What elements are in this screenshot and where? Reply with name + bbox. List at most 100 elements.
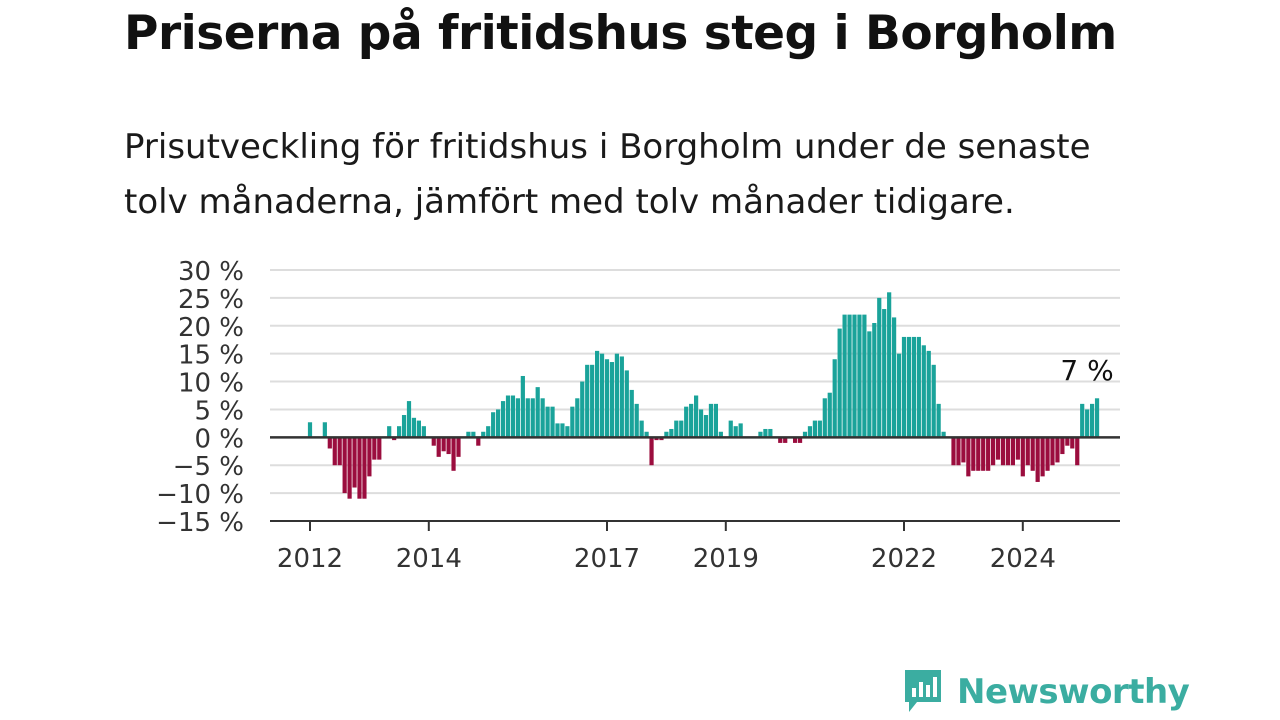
brand-logo: Newsworthy: [903, 668, 1190, 716]
bar: [441, 437, 446, 452]
bar: [575, 398, 580, 438]
bar: [387, 426, 392, 438]
bar: [976, 437, 981, 471]
bar: [837, 328, 842, 438]
bar: [604, 359, 610, 438]
bar: [941, 431, 946, 438]
bar: [966, 437, 971, 477]
bar: [713, 403, 718, 438]
bar: [1040, 437, 1045, 477]
bar: [367, 437, 372, 477]
bar: [555, 423, 560, 438]
bar: [535, 387, 540, 438]
y-tick-label: 30 %: [178, 257, 244, 287]
bar: [684, 406, 689, 438]
bar: [1020, 437, 1025, 477]
bar: [703, 415, 709, 438]
end-value-label: 7 %: [1060, 354, 1113, 387]
bar: [862, 314, 867, 438]
bar: [357, 437, 362, 499]
bar: [1025, 437, 1030, 466]
bar: [1070, 437, 1075, 449]
bar: [708, 403, 714, 438]
bar: [590, 364, 595, 438]
bar: [629, 389, 634, 438]
bar: [491, 412, 496, 438]
bar: [872, 322, 877, 438]
bar: [867, 331, 872, 438]
bar: [372, 437, 377, 460]
bar: [1060, 437, 1065, 455]
bar: [694, 395, 699, 438]
bar: [327, 437, 332, 449]
bar: [807, 426, 813, 438]
bar: [1050, 437, 1055, 466]
bar: [530, 398, 535, 438]
bar: [392, 437, 397, 441]
bar: [1055, 437, 1060, 463]
bar: [565, 426, 570, 438]
bar: [431, 437, 436, 446]
bar: [995, 437, 1001, 460]
bar: [817, 420, 822, 438]
bar: [674, 420, 679, 438]
bar: [986, 437, 991, 471]
bar: [397, 426, 402, 438]
bar: [1005, 437, 1011, 466]
bar: [961, 437, 966, 463]
bar: [718, 431, 723, 438]
bar: [758, 431, 763, 438]
bar: [580, 381, 585, 438]
bar: [733, 426, 738, 438]
bar: [892, 317, 897, 438]
bar: [887, 292, 892, 438]
bar: [411, 417, 417, 438]
bar: [951, 437, 956, 466]
bar: [931, 364, 936, 438]
bar: [812, 420, 817, 438]
bar: [347, 437, 352, 499]
bar: [1075, 437, 1080, 466]
bar: [842, 314, 847, 438]
axes: [270, 436, 1120, 531]
bar: [471, 431, 476, 438]
bar: [307, 422, 313, 438]
bar: [822, 398, 827, 438]
bar: [827, 392, 832, 438]
bar: [1065, 437, 1070, 446]
bar: [659, 437, 664, 441]
bar: [515, 398, 520, 438]
y-tick-label: 10 %: [178, 369, 244, 399]
bar: [619, 356, 624, 438]
bar: [550, 406, 555, 438]
bar: [500, 401, 506, 438]
bar: [956, 437, 961, 466]
y-tick-label: 15 %: [178, 341, 244, 371]
bar: [1090, 403, 1095, 438]
brand-name: Newsworthy: [957, 672, 1190, 712]
bar: [1030, 437, 1035, 471]
bar: [664, 431, 669, 438]
x-tick-label: 2022: [871, 544, 937, 574]
bar: [1035, 437, 1040, 482]
bar: [599, 353, 605, 438]
chart-subtitle: Prisutveckling för fritidshus i Borgholm…: [124, 127, 1091, 222]
bar: [644, 431, 649, 438]
bar: [936, 403, 941, 438]
bar: [421, 426, 426, 438]
bar: [634, 403, 639, 438]
bar: [926, 350, 931, 438]
bar: [896, 353, 902, 438]
bar: [570, 406, 575, 438]
bar: [456, 437, 461, 457]
bar: [595, 350, 600, 438]
bar: [911, 336, 916, 438]
bar: [832, 359, 837, 438]
bar: [971, 437, 976, 471]
grid-lines: [270, 269, 1120, 495]
bar: [802, 431, 808, 438]
bar: [337, 437, 342, 466]
bar: [406, 401, 412, 438]
y-tick-label: −15 %: [156, 508, 244, 538]
